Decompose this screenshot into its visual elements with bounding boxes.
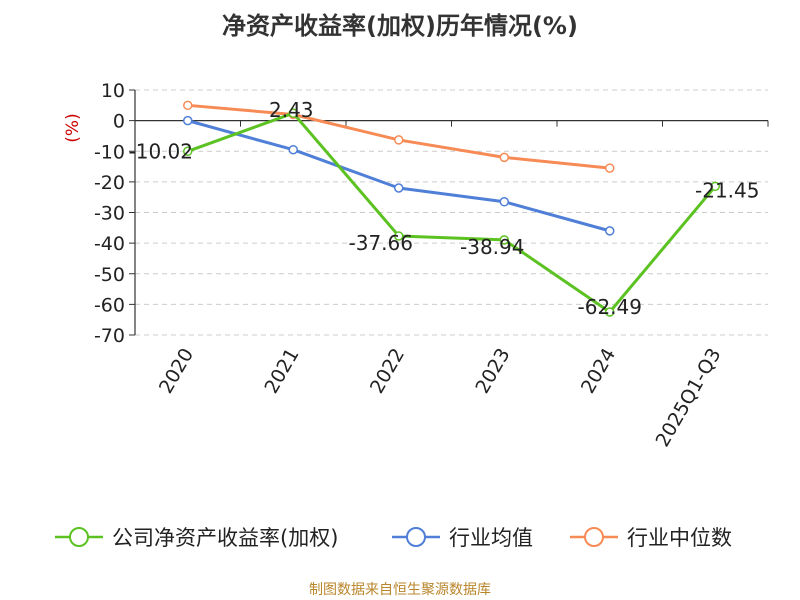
y-tick-label: -10 [94,141,125,163]
x-tick-label: 2022 [366,345,409,398]
series-point-2 [605,163,615,173]
series-line-0 [187,111,717,314]
y-tick-label: -20 [94,172,125,194]
y-tick-label: 10 [101,80,125,102]
series-point-0 [499,235,509,245]
series-point-1 [605,226,615,236]
series-point-1 [183,115,193,126]
series-point-2 [499,152,509,163]
y-tick-label: -70 [94,325,125,347]
legend-label: 行业中位数 [627,526,732,550]
x-tick-label: 2023 [471,345,514,398]
y-tick-labels: 10 0 -10 -20 -30 -40 -50 -60 -70 [94,80,125,347]
legend-label: 公司净资产收益率(加权) [112,526,338,550]
series-point-0 [710,181,720,192]
gridlines [135,89,768,336]
data-labels: -10.02 2.43 -37.66 -38.94 -62.49 -21.45 [129,98,760,319]
legend-label: 行业均值 [449,526,533,550]
data-label: -10.02 [129,139,193,163]
legend: 公司净资产收益率(加权) 行业均值 行业中位数 [55,526,732,550]
y-axis-label: (%) [63,113,83,142]
data-label: -21.45 [695,178,759,202]
data-label: -62.49 [578,295,642,319]
data-label: -37.66 [349,231,413,255]
series-lines [183,100,720,317]
data-label: -38.94 [460,235,524,259]
legend-marker [584,527,604,547]
series-point-1 [288,144,298,155]
x-tick-label: 2024 [577,345,620,398]
x-tick-label: 2025Q1-Q3 [652,345,726,451]
axes [129,89,769,336]
series-point-2 [183,100,193,111]
legend-marker [69,527,89,547]
x-tick-label: 2020 [155,345,198,398]
chart-title: 净资产收益率(加权)历年情况(%) [222,12,578,40]
series-point-1 [499,197,509,207]
series-point-0 [183,146,193,157]
legend-marker [406,527,426,547]
series-point-1 [394,183,404,193]
series-point-2 [394,135,404,145]
y-tick-label: -40 [94,233,125,255]
x-tick-label: 2021 [260,345,303,398]
data-label: 2.43 [269,98,314,122]
source-footer: 制图数据来自恒生聚源数据库 [309,582,491,598]
y-tick-label: 0 [113,111,125,133]
y-tick-label: -60 [94,294,125,316]
y-tick-label: -30 [94,203,125,225]
series-point-0 [288,108,298,118]
y-tick-label: -50 [94,264,125,286]
x-tick-labels: 2020 2021 2022 2023 2024 2025Q1-Q3 [155,345,726,451]
series-point-0 [605,307,615,317]
series-point-0 [394,231,404,241]
